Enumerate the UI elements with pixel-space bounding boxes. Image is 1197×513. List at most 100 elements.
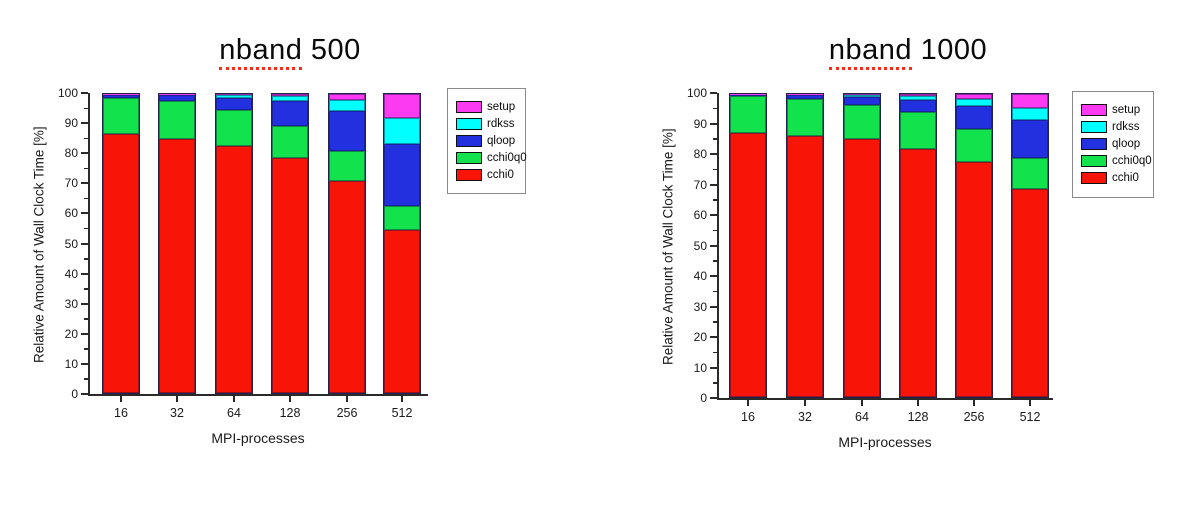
bar-segment-cchi0q0 <box>956 128 992 163</box>
y-tick-label: 50 <box>64 236 78 251</box>
x-tick-label: 256 <box>336 406 358 420</box>
stacked-bar-32 <box>158 93 196 394</box>
y-tick-major <box>710 305 717 308</box>
y-tick-label: 70 <box>64 176 78 191</box>
x-tick <box>401 396 403 402</box>
bar-segment-cchi0 <box>329 180 365 393</box>
x-tick <box>346 396 348 402</box>
y-tick-label: 90 <box>64 116 78 131</box>
legend-swatch-qloop <box>456 134 482 147</box>
bar-segment-qloop <box>272 100 308 126</box>
bar-segment-cchi0 <box>384 229 420 393</box>
y-tick-minor <box>713 107 717 110</box>
y-tick-minor <box>84 197 88 200</box>
bar-segment-rdkss <box>272 96 308 101</box>
y-tick-major <box>81 122 88 125</box>
y-tick-major <box>81 272 88 275</box>
y-tick-major <box>81 302 88 305</box>
legend-swatch-cchi0q0 <box>456 151 482 164</box>
bar-segment-rdkss <box>900 96 936 101</box>
stacked-bar-16 <box>102 93 140 394</box>
y-tick-major <box>81 212 88 215</box>
y-tick-major <box>81 362 88 365</box>
x-tick <box>861 400 863 406</box>
bar-segment-cchi0q0 <box>216 109 252 147</box>
legend-item: rdkss <box>1081 118 1153 135</box>
legend-item: cchi0q0 <box>456 149 527 166</box>
bar-segment-rdkss <box>956 98 992 107</box>
y-tick-major <box>81 152 88 155</box>
y-tick-major <box>710 244 717 247</box>
y-tick-major <box>81 332 88 335</box>
stacked-bar-16 <box>729 93 767 398</box>
stacked-bar-64 <box>843 93 881 398</box>
y-tick-major <box>710 122 717 125</box>
x-tick-label: 128 <box>279 406 301 420</box>
bar-segment-setup <box>216 94 252 96</box>
bar-segment-cchi0 <box>956 162 992 397</box>
x-tick-label: 32 <box>798 410 812 424</box>
bar-segment-cchi0q0 <box>787 98 823 137</box>
y-tick-label: 90 <box>693 116 707 131</box>
y-tick-label: 20 <box>693 330 707 344</box>
bar-segment-setup <box>1012 94 1048 108</box>
x-axis-label: MPI-processes <box>838 434 932 450</box>
y-tick-label: 0 <box>700 391 707 405</box>
bar-segment-qloop <box>159 94 195 102</box>
legend-item: setup <box>1081 101 1153 118</box>
y-tick-major <box>81 92 88 94</box>
y-tick-minor <box>713 290 717 293</box>
legend-box: setup rdkss qloop cchi0q0 cchi0 <box>1072 91 1154 198</box>
bar-segment-cchi0q0 <box>384 205 420 230</box>
stacked-bar-512 <box>383 93 421 394</box>
bar-segment-rdkss <box>103 94 139 95</box>
y-tick-minor <box>84 258 88 260</box>
y-tick-label: 10 <box>64 356 78 371</box>
x-tick <box>1029 400 1031 406</box>
stacked-bar-128 <box>271 93 309 394</box>
y-tick-label: 40 <box>64 266 78 281</box>
bar-segment-qloop <box>216 97 252 110</box>
legend-swatch-cchi0q0 <box>1081 154 1107 167</box>
chart-title-value: 500 <box>310 34 361 66</box>
y-tick-label: 80 <box>64 146 78 161</box>
y-tick-minor <box>84 378 88 380</box>
y-tick-label: 60 <box>64 206 78 221</box>
y-tick-minor <box>84 227 88 230</box>
y-tick-major <box>710 214 717 216</box>
stacked-bar-512 <box>1011 93 1049 398</box>
bar-segment-cchi0q0 <box>730 95 766 134</box>
y-tick-major <box>710 275 717 277</box>
y-axis-label: Relative Amount of Wall Clock Time [%] <box>660 128 676 365</box>
bar-segment-setup <box>956 94 992 99</box>
bar-segment-setup <box>844 94 880 96</box>
legend-label: setup <box>487 100 516 113</box>
x-tick <box>120 396 122 402</box>
bar-segment-cchi0 <box>272 158 308 393</box>
y-tick-label: 100 <box>686 86 707 100</box>
bar-segment-cchi0 <box>216 146 252 393</box>
legend-item: rdkss <box>456 115 525 132</box>
x-tick-label: 512 <box>1019 410 1041 424</box>
bar-segment-rdkss <box>216 95 252 98</box>
legend-swatch-cchi0 <box>456 168 482 181</box>
y-tick-label: 10 <box>693 360 707 375</box>
bar-segment-qloop <box>103 94 139 98</box>
y-tick-label: 30 <box>693 299 707 314</box>
bar-segment-setup <box>384 94 420 118</box>
chart-title: nband 1000 <box>740 34 1076 70</box>
x-tick-label: 256 <box>963 410 985 424</box>
bar-segment-qloop <box>900 100 936 113</box>
bar-segment-cchi0q0 <box>272 126 308 159</box>
bar-segment-qloop <box>1012 119 1048 158</box>
x-axis-label: MPI-processes <box>211 430 305 446</box>
legend-swatch-rdkss <box>1081 120 1107 133</box>
x-tick-label: 32 <box>170 406 184 420</box>
y-tick-label: 30 <box>64 296 78 311</box>
bar-segment-cchi0 <box>159 138 195 393</box>
legend-swatch-rdkss <box>456 117 482 130</box>
legend-label: setup <box>1112 103 1141 116</box>
x-tick <box>747 400 749 406</box>
x-tick-label: 16 <box>741 410 755 424</box>
stacked-bar-32 <box>786 93 824 398</box>
